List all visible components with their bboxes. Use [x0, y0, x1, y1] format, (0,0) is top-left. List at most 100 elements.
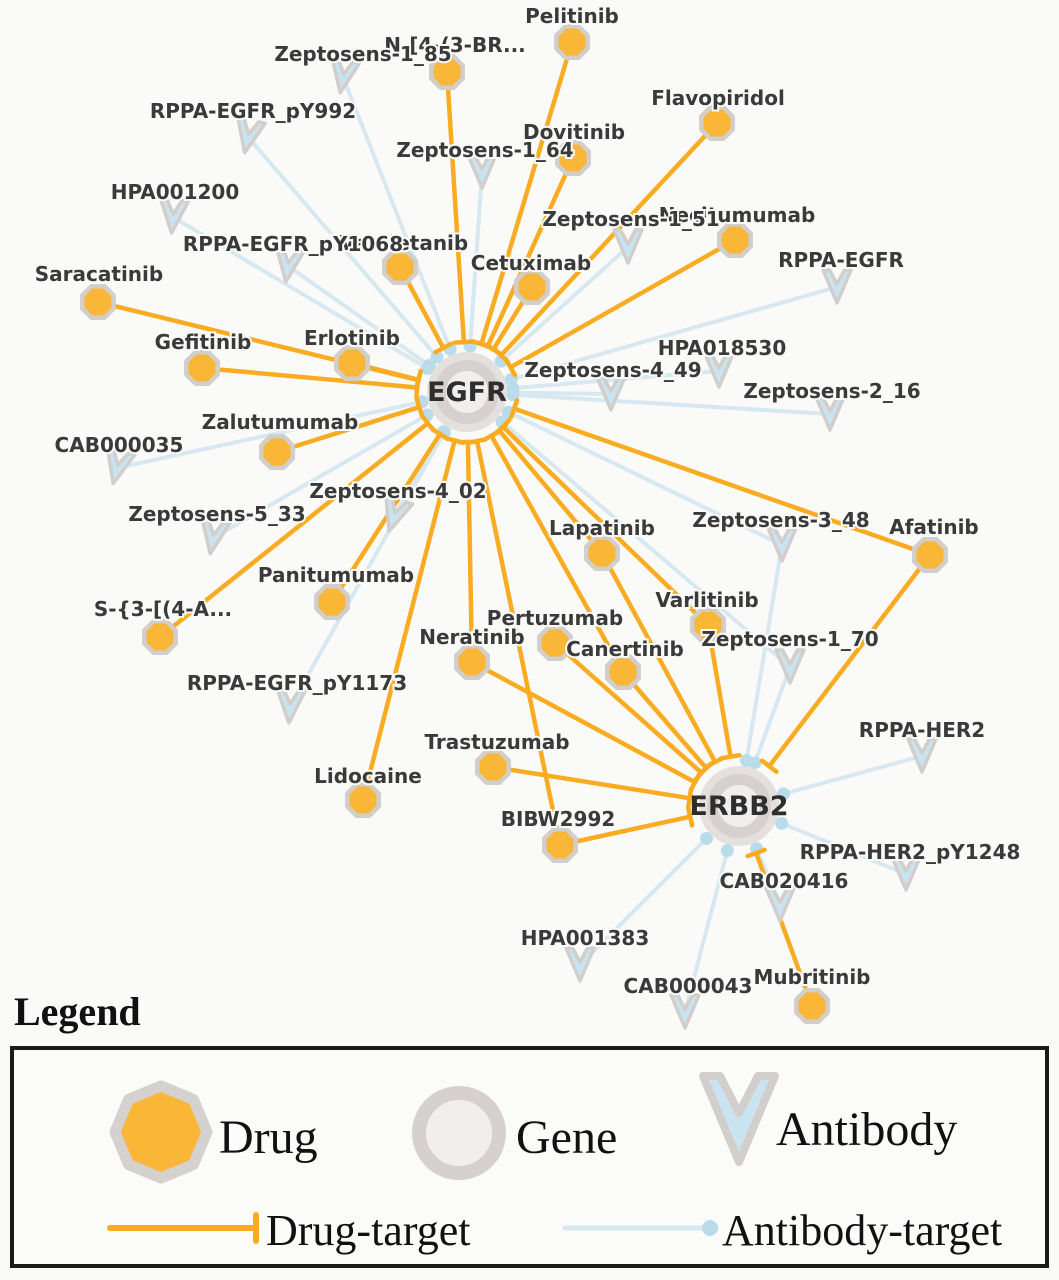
- drug-node-Pertuzumab[interactable]: [537, 625, 573, 661]
- antibody-node-Zeptosens-1_64[interactable]: [466, 153, 498, 190]
- drug-node-S-{3-[(4-A...[interactable]: [142, 619, 178, 655]
- legend-box: Drug Gene Antibody Drug-target Antibody-…: [10, 1046, 1049, 1268]
- drug-octagon-icon: [584, 535, 620, 571]
- node-label-Cetuximab: Cetuximab: [471, 251, 591, 275]
- drug-target-edge-Pelitinib-EGFR: [479, 39, 575, 347]
- drug-node-Afatinib[interactable]: [912, 537, 948, 573]
- gene-circle-icon: [412, 1086, 506, 1180]
- node-labels: Pelitinib N-[4-(3-BR... Flavopiridol Doviti…: [33, 2, 1023, 1000]
- node-label-Zeptosens-2_16: Zeptosens-2_16: [743, 379, 920, 403]
- antibody-node-Zeptosens-1_70[interactable]: [774, 648, 806, 685]
- node-label-N-[4-(3-BR...: N-[4-(3-BR...: [384, 33, 526, 57]
- node-label-Zalutumumab: Zalutumumab: [202, 410, 359, 434]
- drug-octagon-icon: [912, 537, 948, 573]
- gene-node-ERBB2[interactable]: ERBB2: [689, 766, 789, 846]
- antibody-target-edge-icon: [562, 1220, 718, 1236]
- antibody-chevron-icon: [384, 493, 415, 533]
- antibody-node-HPA001200[interactable]: [158, 197, 191, 235]
- node-label-Zeptosens-4_02: Zeptosens-4_02: [309, 479, 486, 503]
- node-label-Zeptosens-3_48: Zeptosens-3_48: [692, 508, 869, 532]
- node-label-RPPA-HER2_pY1248: RPPA-HER2_pY1248: [800, 840, 1021, 864]
- drug-node-Lapatinib[interactable]: [584, 535, 620, 571]
- antibody-node-CAB020416[interactable]: [764, 886, 796, 923]
- antibody-node-Zeptosens-3_48[interactable]: [766, 526, 798, 563]
- drug-octagon-icon: [184, 350, 220, 386]
- drug-node-Zalutumumab[interactable]: [259, 434, 295, 470]
- antibody-node-RPPA-EGFR_pY1068[interactable]: [272, 245, 306, 284]
- drug-node-Vandetanib[interactable]: [382, 249, 418, 285]
- drug-octagon-icon: [109, 1080, 213, 1184]
- antibody-target-edge-Zeptosens-3_48-ERBB2: [744, 544, 784, 761]
- antibody-node-HPA018530[interactable]: [703, 352, 735, 389]
- drug-target-edge-Canertinib-ERBB2: [620, 669, 709, 771]
- node-label-Saracatinib: Saracatinib: [35, 262, 163, 286]
- drug-node-Neratinib[interactable]: [454, 644, 490, 680]
- edge-endpoint-tee: [745, 847, 767, 859]
- drug-node-Panitumumab[interactable]: [314, 584, 350, 620]
- drug-node-Saracatinib[interactable]: [80, 284, 116, 320]
- antibody-node-RPPA-EGFR[interactable]: [821, 268, 853, 305]
- drug-node-N-[4-(3-BR...[interactable]: [429, 54, 465, 90]
- antibody-node-RPPA-EGFR_pY1173[interactable]: [275, 687, 307, 725]
- drug-node-Cetuximab[interactable]: [514, 269, 550, 305]
- drug-target-edge-Dovitinib-EGFR: [485, 155, 576, 349]
- legend-drug-label: Drug: [219, 1111, 318, 1164]
- antibody-chevron-icon: [330, 56, 362, 95]
- node-label-CAB000035: CAB000035: [55, 433, 184, 457]
- edge-endpoint-tee: [685, 805, 695, 828]
- antibody-target-edge-Zeptosens-1_70-EGFR: [500, 420, 792, 669]
- drug-node-Pelitinib[interactable]: [554, 24, 590, 60]
- drug-node-Varlitinib[interactable]: [690, 607, 726, 643]
- drug-node-Mubritinib[interactable]: [794, 988, 830, 1024]
- edge-endpoint-tee: [508, 397, 520, 420]
- node-label-Gefitinib: Gefitinib: [155, 330, 252, 354]
- drug-node-Canertinib[interactable]: [605, 654, 641, 690]
- antibody-target-edge-RPPA-EGFR_pY1068-EGFR: [286, 264, 431, 368]
- antibody-node-RPPA-EGFR_pY992[interactable]: [231, 115, 267, 155]
- legend-antibody-target-label: Antibody-target: [722, 1206, 1003, 1255]
- antibody-chevron-icon: [236, 115, 267, 155]
- node-label-Canertinib: Canertinib: [566, 637, 684, 661]
- drug-node-BIBW2992[interactable]: [542, 827, 578, 863]
- antibody-node-HPA001383[interactable]: [564, 946, 596, 983]
- edge-endpoint-tee: [685, 787, 694, 810]
- antibody-node-Zeptosens-2_16[interactable]: [814, 395, 846, 432]
- antibody-node-Zeptosens-4_49[interactable]: [595, 375, 627, 412]
- edge-endpoint-dot: [430, 350, 444, 364]
- drug-node-Flavopiridol[interactable]: [699, 105, 735, 141]
- antibody-node-CAB000043[interactable]: [669, 993, 701, 1030]
- drug-target-edge-Canertinib-EGFR: [489, 433, 626, 675]
- drug-target-edge-Varlitinib-ERBB2: [705, 622, 733, 759]
- drug-target-edge-Neratinib-ERBB2: [469, 659, 698, 785]
- drug-node-Necitumumab[interactable]: [717, 222, 753, 258]
- drug-node-Lidocaine[interactable]: [345, 782, 381, 818]
- antibody-node-RPPA-HER2[interactable]: [906, 737, 938, 774]
- antibody-node-Zeptosens-5_33[interactable]: [196, 517, 232, 556]
- drug-node-Erlotinib[interactable]: [334, 345, 370, 381]
- drug-node-Trastuzumab[interactable]: [475, 749, 511, 785]
- antibody-chevron-icon: [274, 245, 306, 284]
- antibody-node-RPPA-HER2_pY1248[interactable]: [890, 855, 922, 892]
- node-label-Erlotinib: Erlotinib: [304, 326, 400, 350]
- drug-target-edge-Panitumumab-EGFR: [329, 431, 443, 605]
- drug-octagon-icon: [142, 619, 178, 655]
- node-label-Zeptosens-1_64: Zeptosens-1_64: [396, 138, 573, 162]
- antibody-node-Zeptosens-1_51[interactable]: [612, 228, 644, 265]
- gene-node-EGFR[interactable]: EGFR: [427, 352, 507, 432]
- antibody-chevron-icon: [699, 1072, 779, 1166]
- drug-octagon-icon: [475, 749, 511, 785]
- drug-target-edge-Lapatinib-ERBB2: [599, 550, 718, 765]
- drug-node-Gefitinib[interactable]: [184, 350, 220, 386]
- antibody-node-Zeptosens-1_85[interactable]: [326, 56, 362, 95]
- node-label-RPPA-EGFR: RPPA-EGFR: [778, 248, 904, 272]
- node-label-BIBW2992: BIBW2992: [501, 807, 616, 831]
- edge-endpoint-tee: [465, 436, 489, 446]
- legend-drug-target-label: Drug-target: [266, 1206, 471, 1255]
- antibody-chevron-icon: [275, 687, 307, 725]
- antibody-target-edge-CAB000043-ERBB2: [683, 849, 730, 1013]
- antibody-node-CAB000035[interactable]: [100, 446, 137, 487]
- antibody-node-Zeptosens-4_02[interactable]: [376, 493, 415, 536]
- drug-target-edge-Pertuzumab-ERBB2: [552, 640, 704, 776]
- drug-octagon-icon: [537, 625, 573, 661]
- drug-node-Dovitinib[interactable]: [555, 140, 591, 176]
